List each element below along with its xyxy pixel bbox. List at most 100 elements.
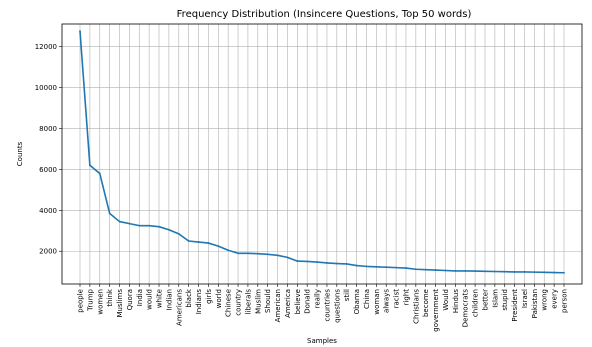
x-tick-label: really: [314, 289, 322, 308]
data-point: [306, 260, 309, 263]
data-point: [414, 268, 417, 271]
data-point: [187, 240, 190, 242]
x-tick-label: Trump: [86, 288, 94, 311]
y-axis-label: Counts: [16, 141, 24, 166]
frequency-line: [79, 31, 565, 274]
data-point: [563, 271, 565, 274]
data-point: [355, 264, 358, 267]
plot-frame: [61, 23, 583, 285]
data-point: [227, 249, 230, 252]
x-tick-label: Should: [264, 289, 272, 313]
y-tick-label: 10000: [35, 84, 57, 92]
y-gridlines: [59, 46, 582, 252]
data-point: [138, 224, 141, 227]
x-tick-label: black: [185, 288, 193, 308]
x-tick-label: better: [481, 289, 489, 311]
data-point: [395, 266, 397, 269]
data-point: [454, 269, 457, 272]
x-axis-label: Samples: [307, 337, 337, 345]
data-point: [513, 271, 516, 273]
x-tick-label: liberals: [244, 289, 252, 315]
x-tick-label: Muslims: [116, 289, 124, 318]
data-point: [118, 220, 121, 223]
data-point: [98, 172, 101, 175]
data-point: [88, 164, 91, 167]
x-tick-label: always: [383, 289, 391, 313]
data-point: [177, 232, 180, 235]
data-point: [464, 269, 467, 272]
x-tick-label: wrong: [541, 289, 549, 311]
x-tick-label: America: [284, 289, 292, 318]
x-tick-label: country: [235, 289, 243, 316]
x-tick-label: China: [363, 289, 371, 309]
y-tick-label: 6000: [39, 166, 57, 174]
data-point: [444, 269, 447, 272]
x-tick-label: Quora: [126, 289, 134, 310]
data-point: [474, 270, 477, 273]
x-tick-label: Americans: [175, 289, 183, 326]
data-point: [405, 267, 407, 269]
data-point: [158, 225, 160, 228]
x-tick-label: right: [402, 289, 410, 306]
x-tick-label: become: [422, 289, 430, 317]
data-point: [128, 222, 131, 225]
data-point: [167, 228, 170, 231]
data-point: [316, 261, 318, 263]
x-tick-label: every: [551, 289, 559, 309]
x-tick-label: think: [106, 288, 114, 307]
x-tick-label: Indian: [165, 289, 173, 311]
x-tick-label: questions: [333, 289, 341, 323]
y-tick-labels: 2000 4000 6000 8000 10000 12000: [35, 43, 57, 256]
x-tick-label: Indians: [195, 289, 203, 315]
x-tick-label: woman: [373, 289, 381, 315]
data-point: [266, 253, 269, 256]
data-point: [296, 260, 299, 262]
data-point: [553, 271, 556, 274]
x-tick-labels: people Trump women think Muslims Quora India wo…: [77, 288, 569, 332]
x-tick-label: still: [343, 289, 351, 301]
data-point: [256, 252, 259, 255]
x-tick-label: girls: [205, 289, 213, 304]
data-point: [365, 265, 368, 268]
y-tick-label: 2000: [39, 248, 57, 256]
x-tick-label: white: [156, 289, 164, 308]
x-tick-label: Islam: [491, 289, 499, 308]
data-point: [345, 263, 348, 265]
data-point: [326, 262, 328, 264]
x-tick-label: person: [561, 289, 569, 313]
data-point: [276, 254, 279, 257]
data-point: [434, 269, 437, 271]
y-tick-label: 8000: [39, 125, 57, 133]
x-tick-label: Pakistan: [531, 289, 539, 318]
x-tick-label: Democrats: [462, 289, 470, 328]
y-tick-label: 12000: [35, 43, 57, 51]
data-point: [148, 224, 151, 227]
data-point: [523, 271, 526, 273]
data-point: [484, 270, 486, 273]
x-tick-label: Chinese: [225, 289, 233, 317]
x-tick-label: racist: [393, 289, 401, 309]
x-tick-label: women: [96, 289, 104, 315]
data-point: [207, 242, 210, 244]
y-tick-label: 4000: [39, 207, 57, 215]
x-gridlines: [79, 24, 565, 287]
data-point: [424, 268, 427, 271]
x-tick-label: Donald: [304, 289, 312, 314]
x-tick-label: government: [432, 289, 440, 332]
x-tick-label: Obama: [353, 289, 361, 314]
x-tick-label: American: [274, 289, 282, 322]
x-tick-label: believe: [294, 289, 302, 314]
data-point: [108, 212, 111, 215]
data-point: [543, 271, 546, 274]
series-line: [79, 30, 565, 274]
x-tick-label: India: [136, 289, 144, 306]
data-point: [533, 271, 536, 274]
x-tick-label: children: [472, 289, 480, 317]
data-point: [335, 262, 338, 265]
x-tick-label: Hindus: [452, 289, 460, 314]
data-point: [247, 252, 249, 255]
x-tick-label: Christians: [412, 289, 420, 324]
data-point: [197, 241, 200, 243]
chart-title: Frequency Distribution (Insincere Questi…: [177, 9, 472, 20]
